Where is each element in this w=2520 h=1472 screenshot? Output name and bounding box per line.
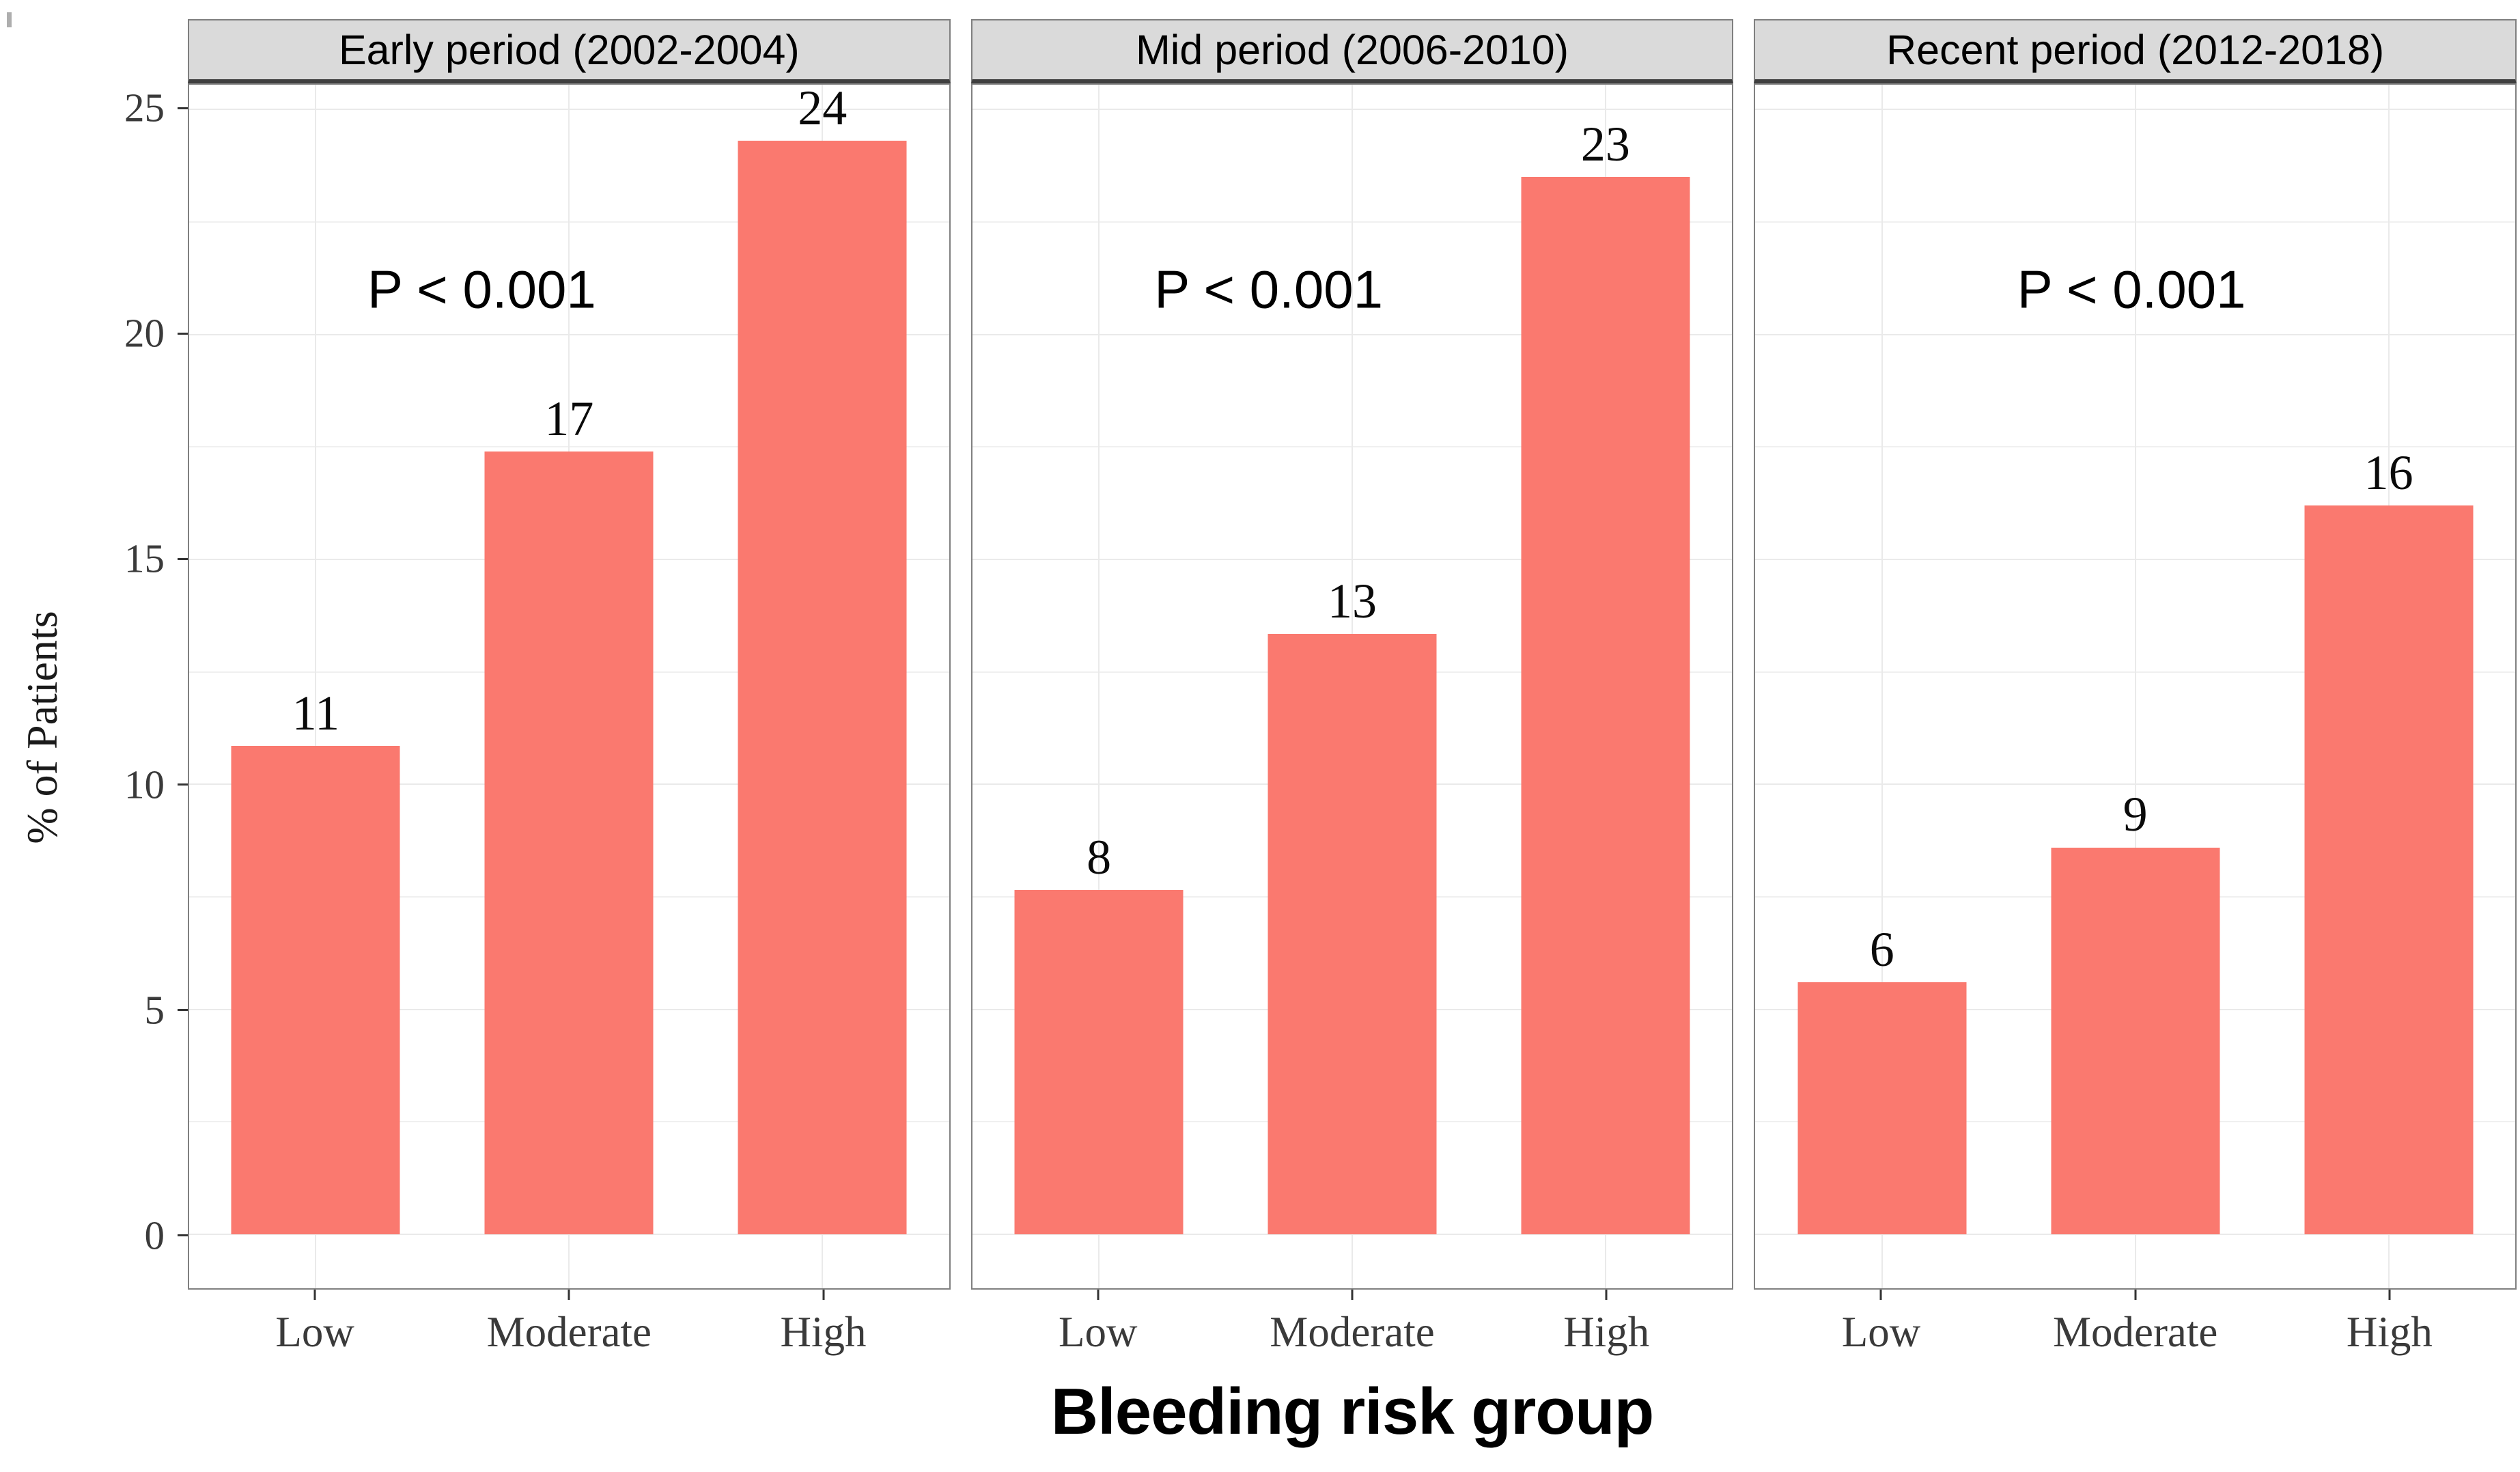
y-tick-label: 10 <box>124 762 165 807</box>
facet-recent-period: Recent period (2012-2018) 6 9 16 P < 0.001 … <box>1754 19 2517 1472</box>
bar-value-label: 11 <box>292 686 340 741</box>
bar-high <box>2304 505 2474 1234</box>
x-axis: Low Moderate High <box>188 1290 951 1472</box>
y-tick-label: 15 <box>124 536 165 581</box>
facet-title: Early period (2002-2004) <box>338 27 800 73</box>
facet-header: Recent period (2012-2018) <box>1754 19 2517 83</box>
y-tick-label: 20 <box>124 310 165 356</box>
bar-low <box>1797 982 1967 1234</box>
facet-title: Mid period (2006-2010) <box>1135 27 1569 73</box>
x-category-label-moderate: Moderate <box>486 1308 652 1356</box>
bar-low <box>231 746 400 1234</box>
plot-panel: 11 17 24 P < 0.001 <box>188 83 951 1290</box>
bar-value-label: 17 <box>544 391 594 446</box>
facets-container: Early period (2002-2004) 11 17 24 P < 0.001… <box>188 19 2517 1472</box>
bar-value-label: 6 <box>1869 922 1894 977</box>
x-axis-title: Bleeding risk group <box>1050 1375 1654 1448</box>
y-tick-mark <box>178 783 188 786</box>
bar-high <box>1521 177 1690 1234</box>
y-tick-mark <box>178 1009 188 1012</box>
x-category-label-moderate: Moderate <box>2052 1308 2218 1356</box>
x-category-label-low: Low <box>275 1308 354 1356</box>
bar-moderate <box>2051 847 2220 1234</box>
p-value-annotation: P < 0.001 <box>367 259 596 320</box>
x-category-label-low: Low <box>1059 1308 1138 1356</box>
plot-panel: 6 9 16 P < 0.001 <box>1754 83 2517 1290</box>
x-category-label-low: Low <box>1841 1308 1921 1356</box>
bar-moderate <box>484 451 654 1234</box>
y-tick-label: 25 <box>124 85 165 130</box>
x-axis: Low Moderate High <box>1754 1290 2517 1472</box>
x-tick-low <box>313 1290 316 1300</box>
bar-value-label: 16 <box>2364 445 2413 500</box>
facet-header: Early period (2002-2004) <box>188 19 951 83</box>
y-tick-label: 0 <box>144 1212 165 1258</box>
p-value-annotation: P < 0.001 <box>2017 259 2246 320</box>
x-axis: Low Moderate High <box>971 1290 1734 1472</box>
y-tick-mark <box>178 332 188 335</box>
x-tick-moderate <box>2134 1290 2137 1300</box>
y-axis: 0 5 10 15 20 25 <box>0 83 188 1290</box>
bar-value-label: 23 <box>1580 117 1630 172</box>
facet-early-period: Early period (2002-2004) 11 17 24 P < 0.001… <box>188 19 951 1472</box>
x-tick-low <box>1097 1290 1100 1300</box>
plot-panel: 8 13 23 P < 0.001 <box>970 83 1734 1290</box>
y-tick-label: 5 <box>144 987 165 1033</box>
bar-value-label: 24 <box>798 81 848 136</box>
x-category-label-high: High <box>780 1308 867 1356</box>
bar-high <box>738 141 907 1234</box>
bar-low <box>1014 890 1184 1234</box>
y-tick-mark <box>178 1234 188 1237</box>
x-tick-low <box>1879 1290 1882 1300</box>
x-tick-high <box>2388 1290 2391 1300</box>
bar-moderate <box>1268 633 1437 1234</box>
vertical-gridline-low <box>1098 85 1100 1288</box>
facet-header: Mid period (2006-2010) <box>970 19 1734 83</box>
x-category-label-moderate: Moderate <box>1270 1308 1435 1356</box>
x-tick-high <box>822 1290 825 1300</box>
facet-mid-period: Mid period (2006-2010) 8 13 23 P < 0.001 Lo… <box>970 19 1734 1472</box>
bar-value-label: 8 <box>1087 830 1112 885</box>
vertical-gridline-low <box>1881 85 1883 1288</box>
x-tick-moderate <box>568 1290 570 1300</box>
y-tick-mark <box>178 107 188 109</box>
x-category-label-high: High <box>2346 1308 2433 1356</box>
bar-value-label: 9 <box>2123 787 2148 842</box>
p-value-annotation: P < 0.001 <box>1154 259 1383 320</box>
x-tick-high <box>1605 1290 1608 1300</box>
x-category-label-high: High <box>1563 1308 1650 1356</box>
facet-title: Recent period (2012-2018) <box>1886 27 2385 73</box>
y-tick-mark <box>178 557 188 560</box>
x-tick-moderate <box>1351 1290 1354 1300</box>
vertical-gridline-low <box>315 85 317 1288</box>
vertical-gridline-moderate <box>2134 85 2136 1288</box>
stray-mark <box>7 12 12 27</box>
bar-value-label: 13 <box>1328 573 1377 628</box>
